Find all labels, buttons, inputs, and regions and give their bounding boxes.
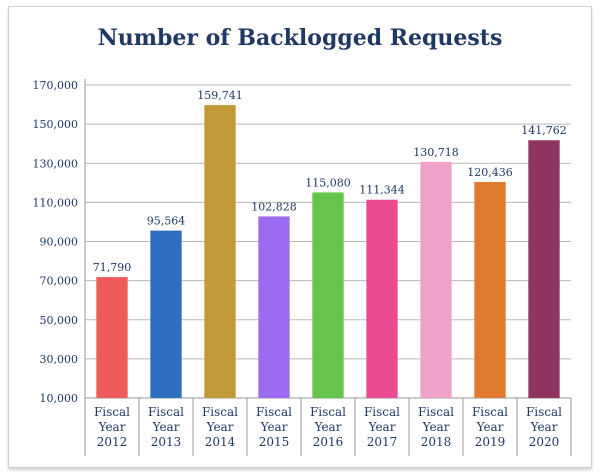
bar [96, 277, 128, 398]
bar [366, 199, 398, 398]
y-tick-label: 170,000 [33, 79, 79, 92]
y-tick-label: 90,000 [40, 236, 79, 249]
x-tick-label: Year [530, 420, 558, 434]
bar [420, 161, 452, 398]
bar-value-label: 141,762 [521, 124, 567, 137]
x-tick-label: 2012 [97, 435, 128, 449]
x-tick-label: 2013 [151, 435, 182, 449]
x-tick-label: Year [260, 420, 288, 434]
bar-value-label: 115,080 [305, 176, 351, 189]
bar-value-label: 71,790 [93, 261, 132, 274]
bar [528, 140, 560, 398]
bar [312, 192, 344, 398]
x-tick-label: Year [422, 420, 450, 434]
x-tick-label: 2019 [475, 435, 506, 449]
y-tick-label: 50,000 [40, 314, 79, 327]
bar-value-label: 120,436 [467, 166, 513, 179]
x-tick-label: Fiscal [148, 405, 184, 419]
x-tick-label: 2020 [529, 435, 560, 449]
x-tick-label: 2016 [313, 435, 344, 449]
x-tick-label: 2018 [421, 435, 452, 449]
x-tick-label: Year [476, 420, 504, 434]
y-tick-label: 110,000 [33, 196, 79, 209]
x-tick-label: Fiscal [364, 405, 400, 419]
bar-value-label: 102,828 [251, 200, 297, 213]
chart-frame: Number of Backlogged Requests 10,000 30,0… [8, 6, 592, 468]
bar [474, 181, 506, 398]
x-tick-label: Year [368, 420, 396, 434]
y-tick-label: 30,000 [40, 353, 79, 366]
bar-chart: Number of Backlogged Requests 10,000 30,0… [33, 25, 572, 456]
bar-layer [96, 105, 560, 399]
y-tick-label: 10,000 [40, 392, 79, 405]
bar [204, 105, 236, 399]
bar-value-label: 95,564 [147, 215, 186, 228]
x-tick-label: Fiscal [526, 405, 562, 419]
x-tick-label: Fiscal [418, 405, 454, 419]
x-tick-label: Year [98, 420, 126, 434]
label-layer: 10,000 30,000 50,000 70,000 90,000 110,000 130… [33, 79, 567, 449]
x-tick-label: Fiscal [94, 405, 130, 419]
x-tick-label: Fiscal [202, 405, 238, 419]
bar [150, 230, 182, 398]
x-tick-label: 2017 [367, 435, 398, 449]
x-tick-label: Year [152, 420, 180, 434]
x-tick-label: 2014 [205, 435, 236, 449]
y-tick-label: 70,000 [40, 275, 79, 288]
bar-value-label: 111,344 [359, 184, 405, 197]
x-tick-label: Year [206, 420, 234, 434]
x-tick-label: 2015 [259, 435, 290, 449]
y-tick-label: 130,000 [33, 157, 79, 170]
x-tick-label: Fiscal [256, 405, 292, 419]
bar-value-label: 130,718 [413, 146, 459, 159]
bar-value-label: 159,741 [197, 89, 243, 102]
bar [258, 216, 290, 398]
x-tick-label: Fiscal [310, 405, 346, 419]
x-tick-label: Fiscal [472, 405, 508, 419]
chart-title: Number of Backlogged Requests [98, 25, 503, 51]
x-tick-label: Year [314, 420, 342, 434]
y-tick-label: 150,000 [33, 118, 79, 131]
